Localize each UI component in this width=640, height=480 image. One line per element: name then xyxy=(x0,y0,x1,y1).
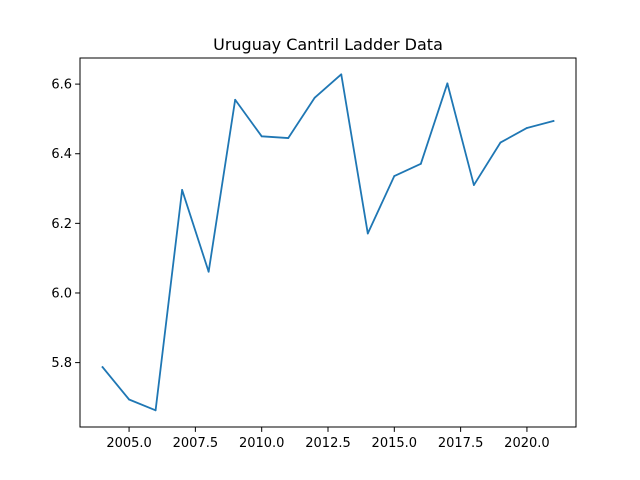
x-tick-label: 2015.0 xyxy=(372,436,418,451)
data-point xyxy=(128,398,130,401)
data-point xyxy=(181,189,184,191)
data-point xyxy=(101,366,104,369)
axes-frame xyxy=(79,57,577,428)
x-tick-label: 2007.5 xyxy=(173,436,219,451)
data-point xyxy=(393,175,396,177)
plot-area xyxy=(101,73,555,412)
data-point xyxy=(287,137,290,139)
y-tick-label: 6.4 xyxy=(51,147,72,162)
data-point xyxy=(472,184,475,186)
data-point xyxy=(446,82,449,85)
y-tick-label: 6.2 xyxy=(51,217,72,232)
data-point xyxy=(313,96,316,99)
y-axis: 5.8 6.0 6.2 6.4 6.6 xyxy=(51,78,80,371)
x-tick-label: 2020.0 xyxy=(504,436,550,451)
data-point xyxy=(207,270,210,273)
x-tick-label: 2005.0 xyxy=(106,436,152,451)
chart-title: Uruguay Cantril Ladder Data xyxy=(213,35,443,54)
data-point xyxy=(234,98,237,101)
data-point xyxy=(154,409,157,412)
x-tick-label: 2012.5 xyxy=(305,436,351,451)
y-tick-label: 6.6 xyxy=(51,78,72,93)
x-tick-label: 2010.0 xyxy=(239,436,285,451)
y-tick-label: 5.8 xyxy=(51,356,72,371)
data-point xyxy=(526,127,528,129)
data-point xyxy=(552,120,555,122)
x-tick-label: 2017.5 xyxy=(438,436,484,451)
series-line-0 xyxy=(101,73,555,412)
x-axis: 2005.0 2007.5 2010.0 2012.5 2015.0 2017.5 2020… xyxy=(106,427,550,451)
data-point xyxy=(419,162,422,165)
data-point xyxy=(366,232,369,235)
data-point xyxy=(499,141,502,144)
y-tick-label: 6.0 xyxy=(51,286,72,301)
data-point xyxy=(340,73,343,76)
data-point xyxy=(260,135,263,138)
